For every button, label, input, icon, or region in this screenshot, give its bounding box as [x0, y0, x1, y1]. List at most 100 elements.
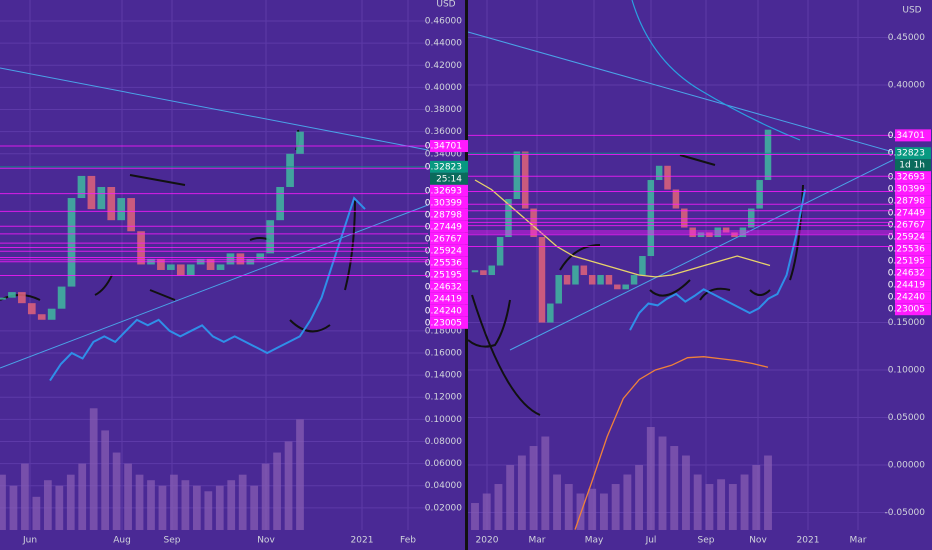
candle: [739, 227, 747, 238]
x-tick-label: Aug: [113, 536, 131, 546]
price-line: [49, 196, 366, 382]
volume-bar: [576, 493, 585, 530]
volume-bar: [192, 485, 201, 530]
y-tick-label: -0.05000: [885, 508, 926, 518]
y-tick-label: 0.44000: [425, 39, 462, 49]
candle: [87, 175, 96, 210]
countdown: 1d 1h: [899, 161, 925, 171]
countdown-tag: [895, 159, 931, 172]
price-level-label: 0.25195: [888, 257, 925, 267]
price-level-label: 0.26767: [425, 234, 462, 244]
candle: [206, 258, 215, 270]
y-tick-label: 0.36000: [425, 127, 462, 137]
countdown-tag: [430, 172, 468, 185]
candle: [186, 264, 195, 276]
candle: [555, 275, 562, 304]
candle: [689, 227, 696, 238]
x-tick-label: 2021: [797, 536, 820, 546]
volume-bar: [517, 455, 526, 530]
volume-bar: [78, 463, 87, 530]
candle: [748, 208, 755, 228]
volume-bar: [158, 485, 167, 530]
price-line: [629, 189, 806, 331]
price-level-tag: [895, 231, 931, 244]
price-level-label: 0.28798: [888, 197, 925, 207]
y-tick-label: 0.16000: [425, 348, 462, 358]
price-level-label: 0.24240: [888, 293, 925, 303]
price-level-tag: [430, 220, 468, 233]
x-tick-label: May: [585, 536, 604, 546]
price-level-tag: [895, 255, 931, 268]
price-level-label: 0.27449: [888, 209, 925, 219]
volume-bar: [9, 485, 18, 530]
candle: [547, 303, 554, 323]
volume-bar: [588, 488, 597, 530]
price-level-tag: [895, 279, 931, 292]
candle: [107, 186, 116, 221]
price-level-tag: [895, 129, 931, 142]
price-level-tag: [430, 280, 468, 293]
price-level-tag: [895, 219, 931, 232]
y-tick-label: 0.45000: [888, 33, 925, 43]
moving-average: [631, 0, 801, 141]
price-level-tag: [430, 208, 468, 221]
price-level-label: 0.23005: [425, 318, 462, 328]
volume-bar: [705, 484, 714, 530]
price-level-tag: [430, 256, 468, 269]
candle: [505, 199, 512, 238]
price-level-tag: [430, 140, 468, 153]
price-level-label: 0.24632: [425, 282, 462, 292]
axis-label: USD: [902, 6, 921, 16]
volume-bar: [181, 480, 190, 530]
volume-bar: [494, 484, 503, 530]
price-level-label: 0.25536: [888, 245, 925, 255]
volume-bar: [635, 465, 644, 530]
volume-bar: [135, 474, 144, 530]
y-tick-label: 0.06000: [425, 459, 462, 469]
candle: [67, 198, 76, 287]
price-level-label: 0.23005: [888, 305, 925, 315]
volume-bar: [506, 465, 515, 530]
x-tick-label: Feb: [400, 536, 416, 546]
price-level-tag: [430, 184, 468, 197]
price-level-tag: [895, 303, 931, 316]
candle: [664, 165, 671, 190]
price-level-tag: [430, 160, 468, 173]
y-tick-label: 0.15000: [888, 318, 925, 328]
x-tick-label: Sep: [698, 536, 715, 546]
price-line: [474, 179, 771, 278]
x-tick-label: 2021: [351, 536, 374, 546]
candle: [488, 265, 495, 276]
candle: [580, 265, 588, 276]
volume-bar: [541, 436, 550, 530]
candle: [630, 275, 638, 285]
y-tick-label: 0.00000: [888, 461, 925, 471]
volume-bar: [599, 493, 608, 530]
y-tick-label: 0.38000: [425, 105, 462, 115]
price-level-tag: [895, 171, 931, 184]
candle: [480, 270, 487, 276]
price-level-label: 0.32693: [425, 186, 462, 196]
candle: [681, 208, 688, 228]
candle: [639, 256, 646, 276]
candle: [176, 264, 185, 276]
candle: [117, 198, 126, 221]
volume-bar: [250, 485, 259, 530]
volume-bar: [471, 503, 479, 530]
price-level-tag: [430, 316, 468, 329]
volume-bar: [717, 479, 726, 530]
price-level-label: 0.25536: [425, 258, 462, 268]
volume-bar: [529, 446, 538, 530]
trend-line: [0, 204, 429, 369]
y-tick-label: 0.08000: [425, 437, 462, 447]
price-level-label: 0.24240: [425, 306, 462, 316]
candle: [37, 314, 46, 320]
candle: [276, 186, 284, 221]
candle: [471, 270, 479, 273]
price-level-tag: [895, 183, 931, 196]
x-tick-label: 2020: [476, 536, 499, 546]
price-level-tag: [895, 243, 931, 256]
volume-bar: [112, 452, 121, 530]
price-level-label: 0.30399: [425, 198, 462, 208]
volume-bar: [296, 419, 304, 530]
